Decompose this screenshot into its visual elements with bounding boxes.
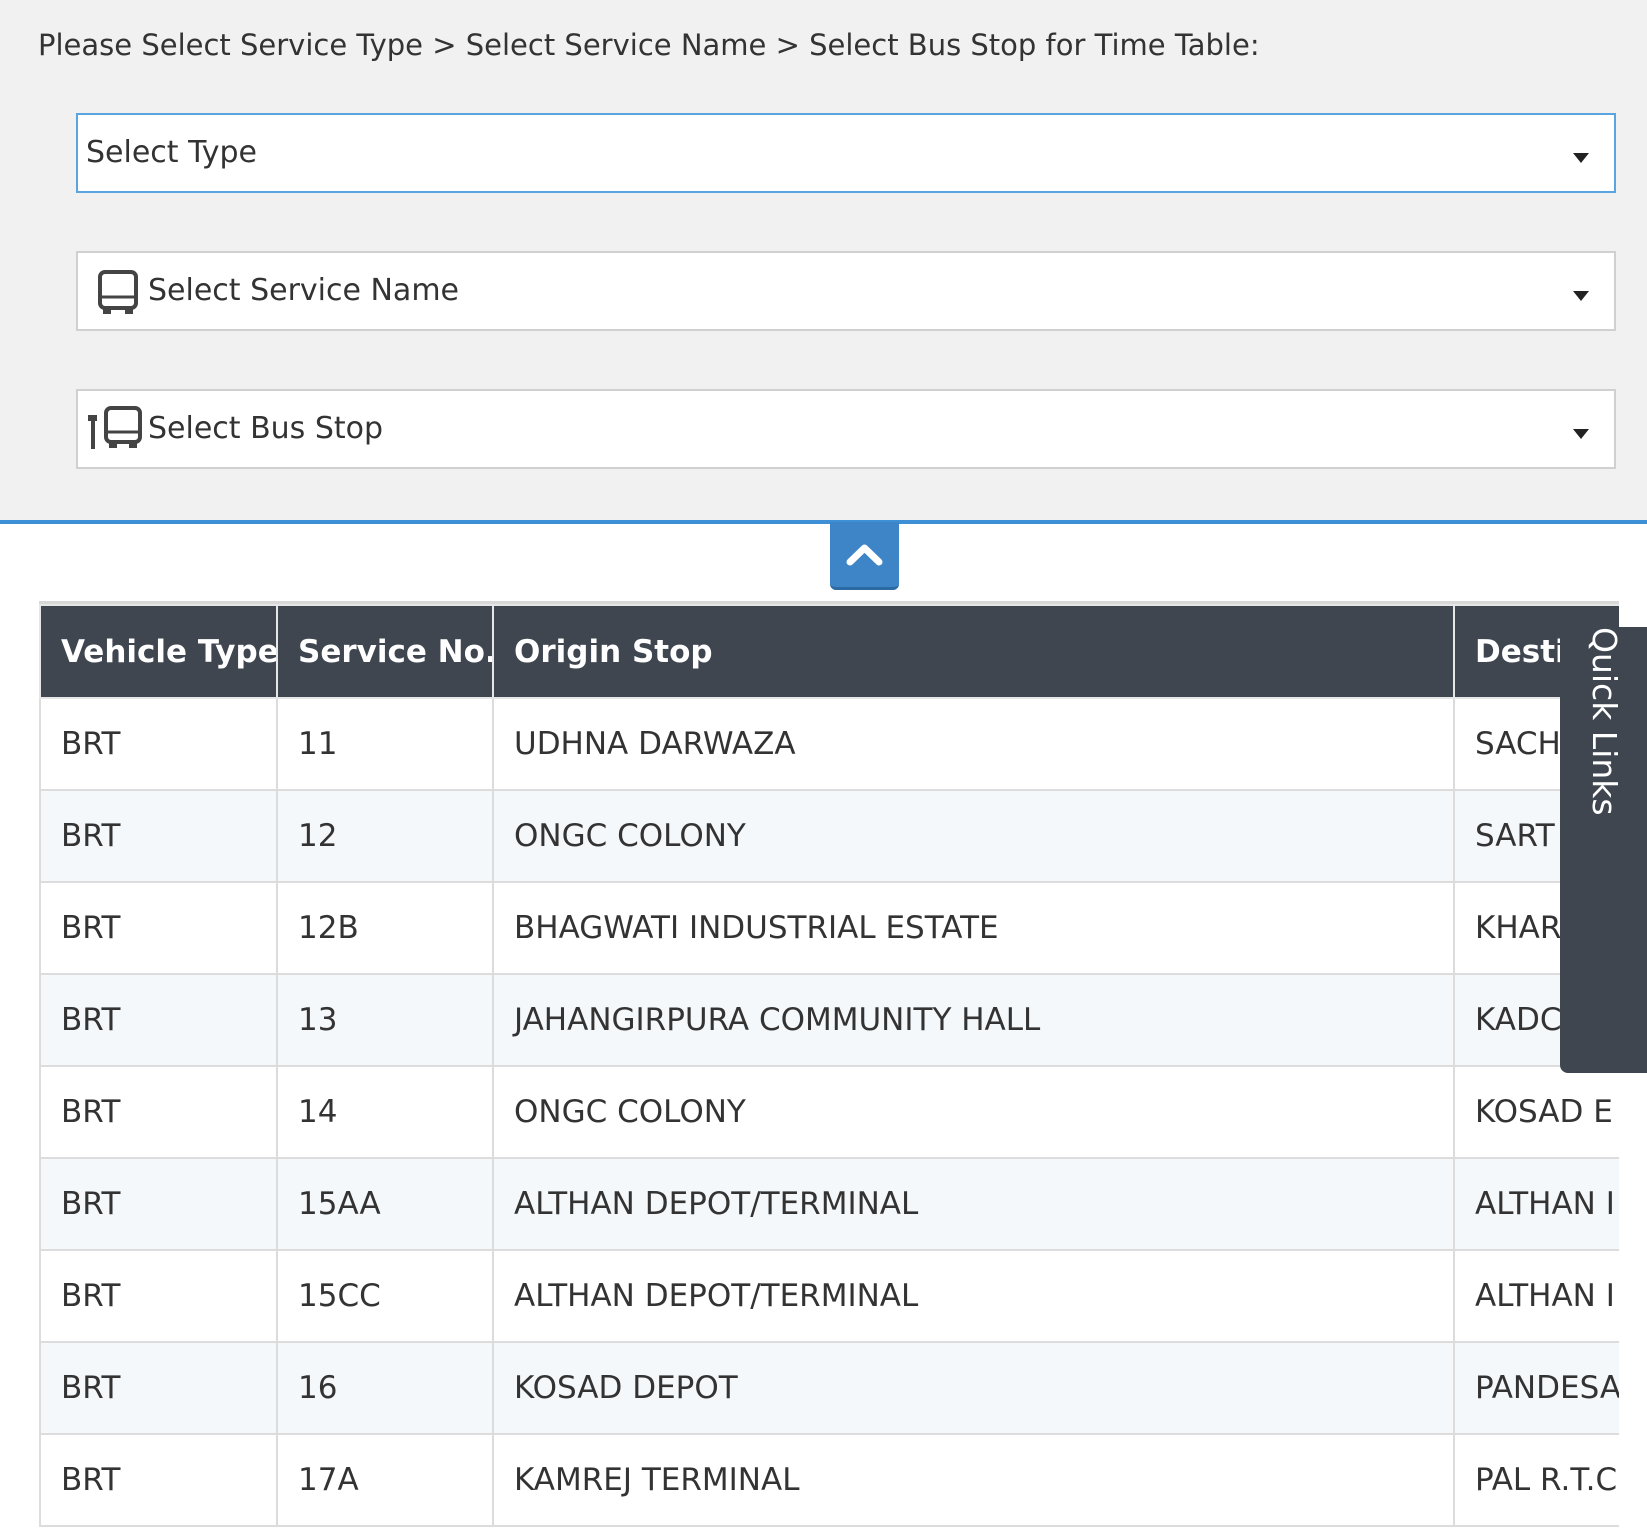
caret xyxy=(1573,429,1589,439)
table-cell: KOSAD DEPOT xyxy=(492,1341,1455,1435)
table-cell: BRT xyxy=(39,973,278,1067)
table-row[interactable]: BRT 15AA ALTHAN DEPOT/TERMINAL ALTHAN I xyxy=(39,1157,1619,1251)
table-cell: BRT xyxy=(39,697,278,791)
table-cell: BRT xyxy=(39,1249,278,1343)
select-label: Select Service Name xyxy=(148,273,460,308)
table-cell: BRT xyxy=(39,1341,278,1435)
table-cell: 12B xyxy=(276,881,494,975)
timetable: Vehicle Type Service No. Origin Stop Desti … xyxy=(39,604,1619,1527)
table-row[interactable]: BRT 13 JAHANGIRPURA COMMUNITY HALL KADC xyxy=(39,973,1619,1067)
header-cell: Service No. xyxy=(276,604,494,699)
header-cell: Origin Stop xyxy=(492,604,1455,699)
table-cell: BRT xyxy=(39,1433,278,1527)
select-service[interactable]: Select Service Name xyxy=(76,251,1616,331)
caret xyxy=(1573,291,1589,301)
table-cell: BRT xyxy=(39,1065,278,1159)
table-cell: 13 xyxy=(276,973,494,1067)
bus-icon xyxy=(98,270,138,314)
header-cell: Vehicle Type xyxy=(39,604,278,699)
select-label: Select Bus Stop xyxy=(148,411,384,446)
table-cell: PAL R.T.C xyxy=(1453,1433,1619,1527)
quick-links-label: Quick Links xyxy=(1585,627,1624,816)
select-type[interactable]: Select Type xyxy=(76,113,1616,193)
bus-stop-icon xyxy=(88,406,142,449)
table-cell: 14 xyxy=(276,1065,494,1159)
table-row[interactable]: BRT 15CC ALTHAN DEPOT/TERMINAL ALTHAN I xyxy=(39,1249,1619,1343)
caret xyxy=(1573,153,1589,163)
table-cell: 15CC xyxy=(276,1249,494,1343)
table-cell: JAHANGIRPURA COMMUNITY HALL xyxy=(492,973,1455,1067)
table-row[interactable]: BRT 12 ONGC COLONY SART xyxy=(39,789,1619,883)
table-row[interactable]: BRT 17A KAMREJ TERMINAL PAL R.T.C xyxy=(39,1433,1619,1527)
instruction: Please Select Service Type > Select Serv… xyxy=(38,28,1260,62)
table-cell: ALTHAN I xyxy=(1453,1249,1619,1343)
table-cell: UDHNA DARWAZA xyxy=(492,697,1455,791)
header-row: Vehicle Type Service No. Origin Stop Desti xyxy=(39,604,1619,699)
table-cell: KOSAD E xyxy=(1453,1065,1619,1159)
table-row[interactable]: BRT 16 KOSAD DEPOT PANDESA xyxy=(39,1341,1619,1435)
select-stop[interactable]: Select Bus Stop xyxy=(76,389,1616,469)
table-cell: ALTHAN I xyxy=(1453,1157,1619,1251)
quick-links-tab[interactable]: Quick Links xyxy=(1560,627,1647,1073)
table-cell: 16 xyxy=(276,1341,494,1435)
table-cell: KAMREJ TERMINAL xyxy=(492,1433,1455,1527)
table-cell: 11 xyxy=(276,697,494,791)
table-cell: BHAGWATI INDUSTRIAL ESTATE xyxy=(492,881,1455,975)
table-cell: ONGC COLONY xyxy=(492,1065,1455,1159)
table-cell: PANDESA xyxy=(1453,1341,1619,1435)
table-row[interactable]: BRT 14 ONGC COLONY KOSAD E xyxy=(39,1065,1619,1159)
table-cell: 15AA xyxy=(276,1157,494,1251)
table-row[interactable]: BRT 12B BHAGWATI INDUSTRIAL ESTATE KHAR xyxy=(39,881,1619,975)
filter-panel: Please Select Service Type > Select Serv… xyxy=(0,0,1647,524)
table-cell: BRT xyxy=(39,1157,278,1251)
table-cell: ONGC COLONY xyxy=(492,789,1455,883)
collapse-button[interactable] xyxy=(830,522,899,590)
table-wrap: Vehicle Type Service No. Origin Stop Desti … xyxy=(39,601,1619,1532)
table-cell: 12 xyxy=(276,789,494,883)
table-cell: ALTHAN DEPOT/TERMINAL xyxy=(492,1249,1455,1343)
table-row[interactable]: BRT 11 UDHNA DARWAZA SACH xyxy=(39,697,1619,791)
select-label: Select Type xyxy=(86,135,257,170)
table-cell: BRT xyxy=(39,881,278,975)
table-cell: ALTHAN DEPOT/TERMINAL xyxy=(492,1157,1455,1251)
chevron-up xyxy=(846,544,883,566)
table-cell: 17A xyxy=(276,1433,494,1527)
table-cell: BRT xyxy=(39,789,278,883)
